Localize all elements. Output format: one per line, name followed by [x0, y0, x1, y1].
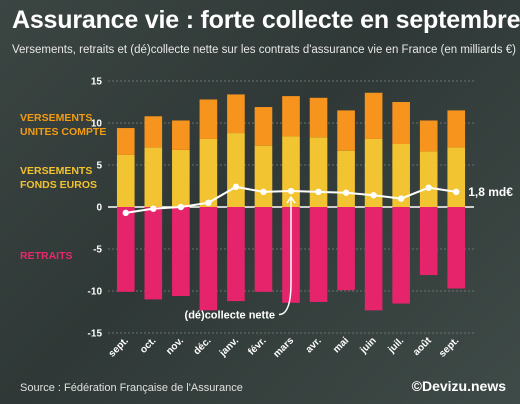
bar-retraits — [199, 207, 218, 311]
annotation-arrow — [278, 197, 292, 316]
bar-unites-compte — [254, 107, 273, 146]
y-tick-label: 0 — [96, 203, 102, 214]
bar-fonds-euros — [364, 138, 383, 207]
y-tick-label: -5 — [93, 245, 102, 256]
net-collecte-point — [122, 209, 129, 217]
legend-fonds-euros-line1: VERSEMENTS — [20, 165, 93, 177]
bar-unites-compte — [172, 120, 190, 150]
bar-fonds-euros — [199, 138, 218, 207]
end-value-label: 1,8 md€ — [468, 185, 513, 199]
x-tick-label: nov. — [164, 335, 186, 357]
net-collecte-point — [232, 183, 240, 191]
bar-retraits — [447, 207, 466, 289]
net-collecte-point — [150, 205, 157, 212]
x-tick-label: juin — [358, 335, 379, 356]
bar-retraits — [116, 207, 135, 292]
chart-subtitle: Versements, retraits et (dé)collecte net… — [12, 44, 516, 56]
y-tick-label: 10 — [91, 119, 103, 130]
bar-retraits — [144, 207, 163, 300]
bar-fonds-euros — [392, 144, 410, 207]
bar-unites-compte — [116, 128, 135, 155]
legend-unites-compte: VERSEMENTS UNITES COMPTE — [20, 111, 106, 139]
net-collecte-point — [177, 203, 185, 211]
legend-unites-compte-line2: UNITES COMPTE — [20, 126, 107, 138]
bar-fonds-euros — [419, 151, 438, 207]
bar-unites-compte — [199, 99, 218, 139]
x-tick-label: mars — [271, 335, 296, 360]
bar-fonds-euros — [227, 133, 245, 207]
bar-fonds-euros — [116, 154, 135, 207]
bar-fonds-euros — [172, 149, 190, 207]
net-line-layer — [122, 183, 460, 316]
bar-unites-compte — [309, 97, 328, 138]
bar-unites-compte — [144, 116, 163, 148]
legend-fonds-euros: VERSEMENTS FONDS EUROS — [20, 164, 97, 192]
bar-retraits — [254, 207, 273, 292]
source-note: Source : Fédération Française de l'Assur… — [20, 382, 243, 394]
bar-unites-compte — [227, 94, 245, 134]
legend-unites-compte-line1: VERSEMENTS — [20, 112, 93, 124]
net-collecte-point — [370, 192, 377, 199]
x-tick-label: avr. — [304, 335, 324, 355]
bar-retraits — [337, 207, 355, 291]
bar-fonds-euros — [254, 145, 273, 207]
x-tick-label: sept. — [437, 335, 461, 359]
net-collecte-point — [205, 199, 212, 206]
x-tick-label: janv. — [217, 335, 241, 359]
bar-retraits — [227, 207, 245, 302]
bar-retraits — [364, 207, 383, 311]
net-collecte-point — [342, 189, 350, 196]
x-tick-label: oct. — [138, 335, 159, 356]
bar-retraits — [172, 207, 190, 297]
x-tick-label: juil. — [386, 335, 407, 356]
y-tick-label: -10 — [88, 287, 103, 298]
bar-unites-compte — [392, 102, 410, 144]
bar-fonds-euros — [144, 147, 163, 207]
annotation-arrowhead — [286, 195, 296, 204]
x-tick-label: févr. — [246, 335, 268, 357]
bar-unites-compte — [447, 110, 466, 148]
x-tick-label: août — [411, 335, 434, 358]
bar-retraits — [392, 207, 410, 304]
legend-fonds-euros-line2: FONDS EUROS — [20, 179, 98, 191]
bar-fonds-euros — [282, 136, 300, 207]
x-tick-label: sept. — [107, 335, 131, 359]
bar-unites-compte — [337, 110, 355, 151]
x-tick-label: déc. — [192, 335, 214, 357]
bar-fonds-euros — [309, 137, 328, 207]
net-collecte-point — [287, 187, 295, 195]
chart-title: Assurance vie : forte collecte en septem… — [12, 6, 520, 34]
y-tick-label: 5 — [96, 161, 102, 172]
x-tick-label: mai — [331, 335, 351, 355]
net-collecte-point — [397, 195, 405, 202]
legend-retraits: RETRAITS — [20, 249, 73, 263]
y-tick-label: 15 — [91, 77, 103, 88]
y-tick-label: -15 — [88, 329, 103, 340]
net-collecte-point — [260, 188, 267, 196]
brand-logo: ©Devizu.news — [411, 378, 506, 394]
net-collecte-point — [425, 184, 432, 191]
annotation-label: (dé)collecte nette — [185, 310, 275, 322]
net-collecte-point — [453, 188, 460, 196]
bar-unites-compte — [364, 92, 383, 139]
net-collecte-point — [315, 188, 322, 196]
bar-unites-compte — [282, 96, 300, 137]
bar-fonds-euros — [447, 147, 466, 207]
legend-retraits-label: RETRAITS — [20, 250, 73, 262]
bar-retraits — [419, 207, 438, 276]
bar-fonds-euros — [337, 150, 355, 207]
bar-layer — [116, 92, 466, 311]
bar-retraits — [309, 207, 328, 302]
bar-unites-compte — [419, 120, 438, 152]
